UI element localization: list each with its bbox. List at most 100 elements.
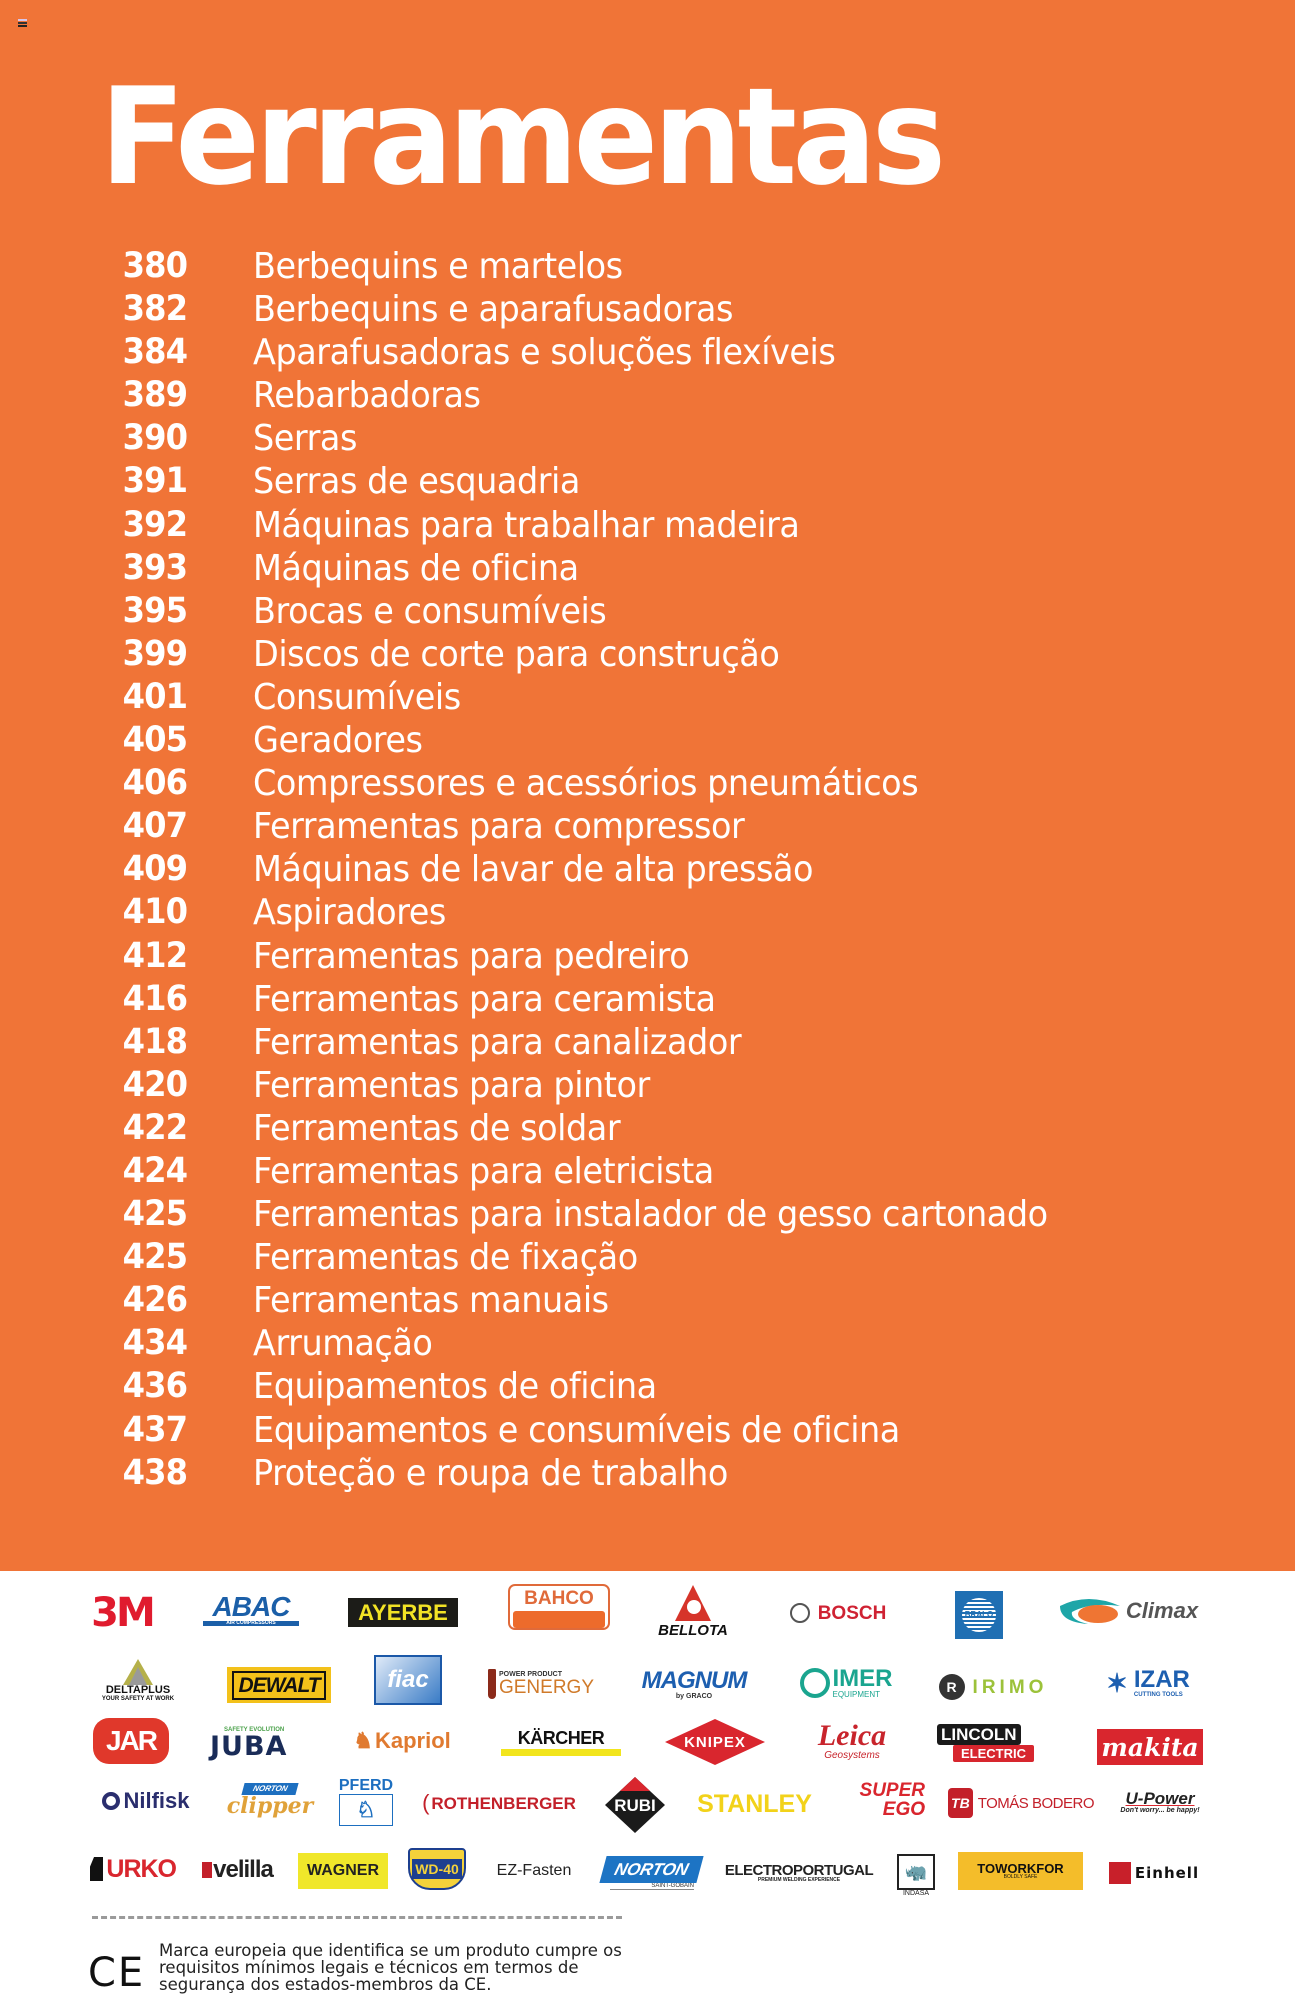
menu-icon[interactable] bbox=[18, 19, 27, 27]
toc-page-number: 393 bbox=[122, 547, 188, 588]
ce-description: Marca europeia que identifica se um prod… bbox=[159, 1941, 622, 1994]
toc-label: Ferramentas de soldar bbox=[253, 1107, 621, 1149]
toc-label: Arrumação bbox=[253, 1323, 433, 1365]
brand-logo-bralo: BRALO bbox=[955, 1591, 1003, 1639]
izar-star-icon: ✶ bbox=[1106, 1668, 1128, 1698]
toc-page-number: 438 bbox=[122, 1452, 188, 1493]
toc-label: Equipamentos de oficina bbox=[253, 1366, 657, 1408]
toc-page-number: 425 bbox=[122, 1194, 188, 1235]
toc-row[interactable]: 424 Ferramentas para eletricista bbox=[0, 1150, 1295, 1193]
toc-row[interactable]: 412 Ferramentas para pedreiro bbox=[0, 935, 1295, 978]
toc-label: Serras bbox=[253, 418, 357, 460]
brand-logo-leica: Leica Geosystems bbox=[817, 1719, 887, 1761]
brand-logo-bosch: BOSCH bbox=[788, 1601, 888, 1625]
indasa-rhino-icon: 🦏 bbox=[897, 1853, 935, 1890]
toc-page-number: 384 bbox=[122, 332, 188, 373]
toc-row[interactable]: 405 Geradores bbox=[0, 719, 1295, 762]
brand-logo-fiac: fiac bbox=[374, 1655, 442, 1705]
urko-block-icon bbox=[90, 1857, 104, 1881]
toc-row[interactable]: 391 Serras de esquadria bbox=[0, 460, 1295, 503]
toc-row[interactable]: 382 Berbequins e aparafusadoras bbox=[0, 288, 1295, 331]
dashed-divider bbox=[92, 1916, 622, 1919]
toc-row[interactable]: 426 Ferramentas manuais bbox=[0, 1279, 1295, 1322]
toc-row[interactable]: 420 Ferramentas para pintor bbox=[0, 1064, 1295, 1107]
brand-logo-rubi: RUBI bbox=[605, 1777, 665, 1833]
toc-row[interactable]: 393 Máquinas de oficina bbox=[0, 547, 1295, 590]
brand-logo-climax: Climax bbox=[1052, 1591, 1204, 1631]
toc-row[interactable]: 418 Ferramentas para canalizador bbox=[0, 1021, 1295, 1064]
toc-label: Berbequins e aparafusadoras bbox=[253, 289, 733, 331]
toc-row[interactable]: 409 Máquinas de lavar de alta pressão bbox=[0, 848, 1295, 891]
brand-logo-upower: U-Power Don't worry... be happy! bbox=[1120, 1789, 1200, 1814]
toc-row[interactable]: 436 Equipamentos de oficina bbox=[0, 1365, 1295, 1408]
toc-row[interactable]: 425 Ferramentas para instalador de gesso … bbox=[0, 1193, 1295, 1236]
toc-page-number: 412 bbox=[122, 935, 188, 976]
toc-page-number: 399 bbox=[122, 633, 188, 674]
brand-logo-urko: URKO bbox=[90, 1854, 177, 1884]
brand-logo-3m: 3M bbox=[91, 1590, 156, 1636]
toc-row[interactable]: 425 Ferramentas de fixação bbox=[0, 1236, 1295, 1279]
nilfisk-icon bbox=[102, 1792, 121, 1810]
toc-label: Consumíveis bbox=[253, 676, 461, 718]
toc-label: Equipamentos e consumíveis de oficina bbox=[253, 1409, 900, 1451]
ce-mark-icon: CE bbox=[88, 1950, 146, 1996]
brand-logo-wagner: WAGNER bbox=[298, 1853, 388, 1889]
toc-row[interactable]: 384 Aparafusadoras e soluções flexíveis bbox=[0, 331, 1295, 374]
toc-page-number: 425 bbox=[122, 1237, 188, 1278]
toc-row[interactable]: 389 Rebarbadoras bbox=[0, 374, 1295, 417]
brand-logo-magnum: MAGNUM by GRACO bbox=[641, 1666, 748, 1700]
brand-logo-juba: SAFETY EVOLUTION JUBA bbox=[210, 1726, 288, 1762]
toc-page-number: 426 bbox=[122, 1280, 188, 1321]
brand-logo-stanley: STANLEY bbox=[697, 1789, 812, 1818]
toc-page-number: 389 bbox=[122, 375, 188, 416]
brand-logos: 3M ABAC AIR COMPRESSORS AYERBE BAHCO BEL… bbox=[0, 1571, 1295, 1911]
brand-logo-indasa: 🦏 INDASA bbox=[895, 1851, 937, 1899]
toc-row[interactable]: 380 Berbequins e martelos bbox=[0, 245, 1295, 288]
brand-logo-jar: JAR bbox=[93, 1718, 169, 1764]
toc-page-number: 409 bbox=[122, 849, 188, 890]
toc-row[interactable]: 410 Aspiradores bbox=[0, 891, 1295, 934]
toc-row[interactable]: 401 Consumíveis bbox=[0, 676, 1295, 719]
brand-logo-lincoln: LINCOLN ELECTRIC bbox=[937, 1721, 1057, 1765]
toc-page-number: 434 bbox=[122, 1323, 188, 1364]
brand-logo-bahco: BAHCO bbox=[508, 1584, 610, 1630]
toc-page-number: 390 bbox=[122, 418, 188, 459]
deltaplus-triangle-icon bbox=[123, 1658, 153, 1685]
toc-row[interactable]: 422 Ferramentas de soldar bbox=[0, 1107, 1295, 1150]
toc-row[interactable]: 392 Máquinas para trabalhar madeira bbox=[0, 504, 1295, 547]
brand-logo-dewalt: DEWALT bbox=[227, 1667, 331, 1703]
imer-spiral-icon bbox=[799, 1668, 830, 1698]
toc-row[interactable]: 406 Compressores e acessórios pneumáticos bbox=[0, 762, 1295, 805]
toc-label: Ferramentas para ceramista bbox=[253, 978, 716, 1020]
brand-logo-makita: makita bbox=[1097, 1729, 1203, 1765]
brand-logo-deltaplus: DELTAPLUS YOUR SAFETY AT WORK bbox=[88, 1655, 188, 1705]
toc-row[interactable]: 437 Equipamentos e consumíveis de oficina bbox=[0, 1409, 1295, 1452]
brand-logo-bellota: BELLOTA bbox=[652, 1581, 734, 1641]
bosch-armature-icon bbox=[789, 1603, 810, 1623]
toc-row[interactable]: 416 Ferramentas para ceramista bbox=[0, 978, 1295, 1021]
toc-page-number: 410 bbox=[122, 892, 188, 933]
brand-logo-clipper: NORTON clipper bbox=[226, 1783, 314, 1819]
brand-logo-karcher: KÄRCHER bbox=[500, 1727, 622, 1757]
brand-logo-norton: NORTON SAINT-GOBAIN bbox=[599, 1851, 705, 1895]
toc-page-number: 380 bbox=[122, 246, 188, 286]
toc-page-number: 407 bbox=[122, 806, 188, 847]
toc-row[interactable]: 438 Proteção e roupa de trabalho bbox=[0, 1452, 1295, 1495]
toc-label: Geradores bbox=[253, 720, 423, 762]
toc-label: Máquinas de oficina bbox=[253, 547, 579, 589]
toc-page-number: 401 bbox=[122, 676, 188, 717]
toc-label: Ferramentas para eletricista bbox=[253, 1150, 714, 1192]
toc-page-number: 424 bbox=[122, 1150, 188, 1191]
toc-label: Brocas e consumíveis bbox=[253, 590, 607, 632]
toc-row[interactable]: 390 Serras bbox=[0, 417, 1295, 460]
toc-page-number: 437 bbox=[122, 1409, 188, 1450]
toc-row[interactable]: 407 Ferramentas para compressor bbox=[0, 805, 1295, 848]
toc-page-number: 395 bbox=[122, 590, 188, 631]
toc-row[interactable]: 395 Brocas e consumíveis bbox=[0, 590, 1295, 633]
brand-logo-wd40: WD-40 bbox=[408, 1848, 466, 1890]
toc-row[interactable]: 399 Discos de corte para construção bbox=[0, 633, 1295, 676]
toc-row[interactable]: 434 Arrumação bbox=[0, 1322, 1295, 1365]
toc-page-number: 405 bbox=[122, 720, 188, 761]
brand-logo-ayerbe: AYERBE bbox=[348, 1598, 458, 1627]
page-title: Ferramentas bbox=[100, 59, 946, 215]
